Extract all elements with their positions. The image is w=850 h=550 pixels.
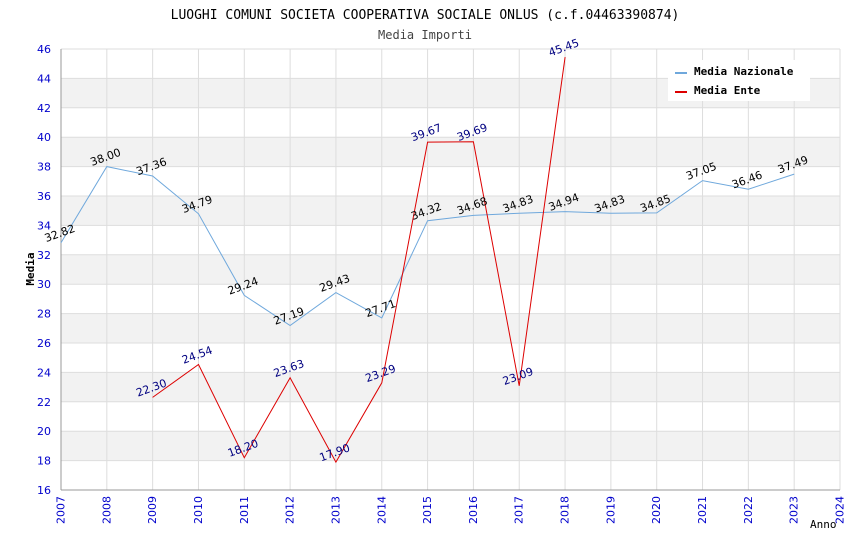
series-line-media-ente	[152, 57, 566, 464]
x-axis-label: Anno	[810, 518, 837, 531]
y-axis-label: Media	[24, 252, 37, 285]
x-tick-label: 2009	[146, 496, 159, 524]
plot-band	[61, 107, 840, 138]
series-lines	[60, 57, 795, 464]
y-tick-label: 38	[37, 161, 51, 174]
y-tick-label: 18	[37, 455, 51, 468]
y-tick-label: 42	[37, 102, 51, 115]
plot-background-bands	[61, 49, 840, 490]
y-tick-label: 16	[37, 484, 51, 497]
x-tick-label: 2014	[375, 496, 388, 524]
x-tick-label: 2011	[238, 496, 251, 524]
y-tick-label: 20	[37, 425, 51, 438]
x-tick-label: 2008	[100, 496, 113, 524]
y-tick-label: 30	[37, 278, 51, 291]
y-tick-label: 34	[37, 219, 51, 232]
plot-band	[61, 460, 840, 490]
x-tick-label: 2022	[742, 496, 755, 524]
y-tick-label: 36	[37, 190, 51, 203]
axes	[60, 49, 840, 491]
plot-band	[61, 343, 840, 373]
y-tick-label: 40	[37, 131, 51, 144]
x-tick-label: 2018	[559, 496, 572, 524]
x-tick-label: 2021	[696, 496, 709, 524]
x-tick-label: 2016	[467, 496, 480, 524]
chart-title: LUOGHI COMUNI SOCIETA COOPERATIVA SOCIAL…	[171, 8, 680, 23]
plot-band	[61, 313, 840, 343]
legend-label-media-ente: Media Ente	[694, 84, 761, 97]
x-tick-label: 2017	[513, 496, 526, 524]
plot-band	[61, 166, 840, 196]
plot-band	[61, 401, 840, 432]
x-tick-label: 2020	[650, 496, 663, 524]
plot-band	[61, 254, 840, 285]
y-tick-labels: 16 18 20 22 24 26 28 30 32 34 36 38 40 42 44 46	[37, 43, 51, 497]
plot-band	[61, 225, 840, 255]
x-tick-label: 2007	[55, 496, 68, 524]
y-tick-label: 44	[37, 72, 51, 85]
y-tick-label: 46	[37, 43, 51, 56]
plot-band	[61, 372, 840, 402]
x-tick-labels: 2007 2008 2009 2010 2011 2012 2013 2014 2015 2016…	[55, 496, 847, 524]
legend-box	[668, 60, 810, 101]
y-tick-label: 22	[37, 396, 51, 409]
x-tick-label: 2015	[421, 496, 434, 524]
y-tick-label: 24	[37, 366, 51, 379]
plot-band	[61, 431, 840, 461]
x-tick-label: 2013	[329, 496, 342, 524]
y-tick-label: 32	[37, 249, 51, 262]
chart-subtitle: Media Importi	[378, 28, 472, 42]
x-tick-label: 2024	[834, 496, 847, 524]
plot-band	[61, 284, 840, 314]
legend-label-media-nazionale: Media Nazionale	[694, 65, 794, 78]
x-tick-label: 2023	[788, 496, 801, 524]
series-line-media-nazionale	[60, 166, 795, 327]
y-tick-label: 26	[37, 337, 51, 350]
legend: Media Nazionale Media Ente	[668, 60, 810, 101]
gridlines	[60, 48, 841, 491]
x-tick-label: 2019	[604, 496, 617, 524]
y-tick-label: 28	[37, 308, 51, 321]
plot-band	[61, 196, 840, 226]
x-tick-label: 2012	[284, 496, 297, 524]
x-tick-label: 2010	[192, 496, 205, 524]
